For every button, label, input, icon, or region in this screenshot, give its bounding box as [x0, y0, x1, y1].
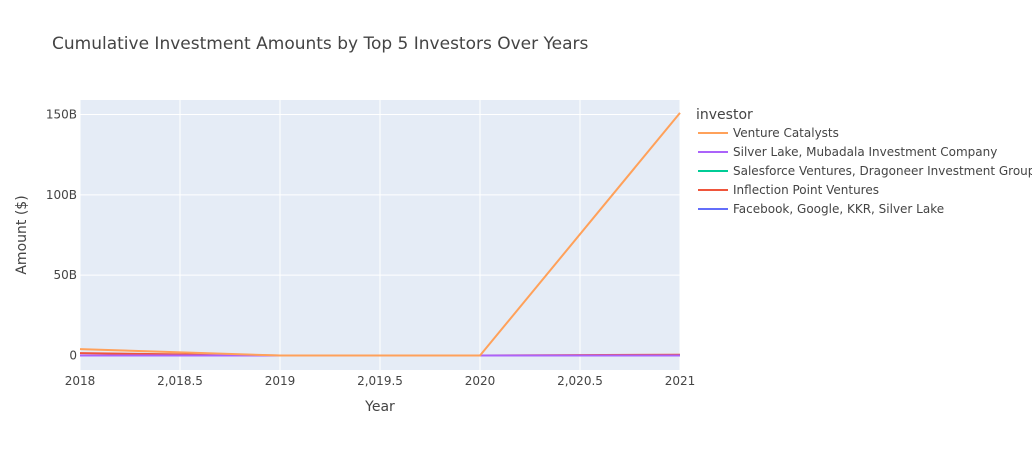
chart-title: Cumulative Investment Amounts by Top 5 I…: [52, 34, 589, 54]
series-line-venture-catalysts: [79, 112, 681, 357]
x-tick-label: 2,019.5: [357, 374, 403, 388]
x-tick-label: 2,018.5: [157, 374, 203, 388]
x-tick-labels: 2018 2,018.5 2019 2,019.5 2020 2,020.5 2021: [65, 374, 696, 388]
y-axis-title: Amount ($): [14, 195, 30, 274]
legend-item-label: Facebook, Google, KKR, Silver Lake: [733, 202, 944, 216]
x-tick-label: 2019: [265, 374, 296, 388]
legend-item-label: Inflection Point Ventures: [733, 183, 879, 197]
legend: investor Venture Catalysts Silver Lake, M…: [696, 107, 1032, 216]
y-tick-label: 100B: [46, 188, 77, 202]
series-lines: [79, 112, 681, 357]
legend-item-label: Venture Catalysts: [733, 126, 839, 140]
x-tick-label: 2018: [65, 374, 96, 388]
legend-item-label: Salesforce Ventures, Dragoneer Investmen…: [733, 164, 1032, 178]
y-tick-label: 0: [69, 349, 77, 363]
legend-item-label: Silver Lake, Mubadala Investment Company: [733, 145, 997, 159]
x-tick-label: 2,020.5: [557, 374, 603, 388]
y-tick-label: 150B: [46, 107, 77, 121]
x-tick-label: 2021: [665, 374, 696, 388]
y-tick-label: 50B: [53, 268, 77, 282]
x-axis-title: Year: [364, 399, 395, 415]
y-tick-labels: 0 50B 100B 150B: [46, 107, 77, 362]
legend-title: investor: [696, 107, 753, 123]
x-tick-label: 2020: [465, 374, 496, 388]
